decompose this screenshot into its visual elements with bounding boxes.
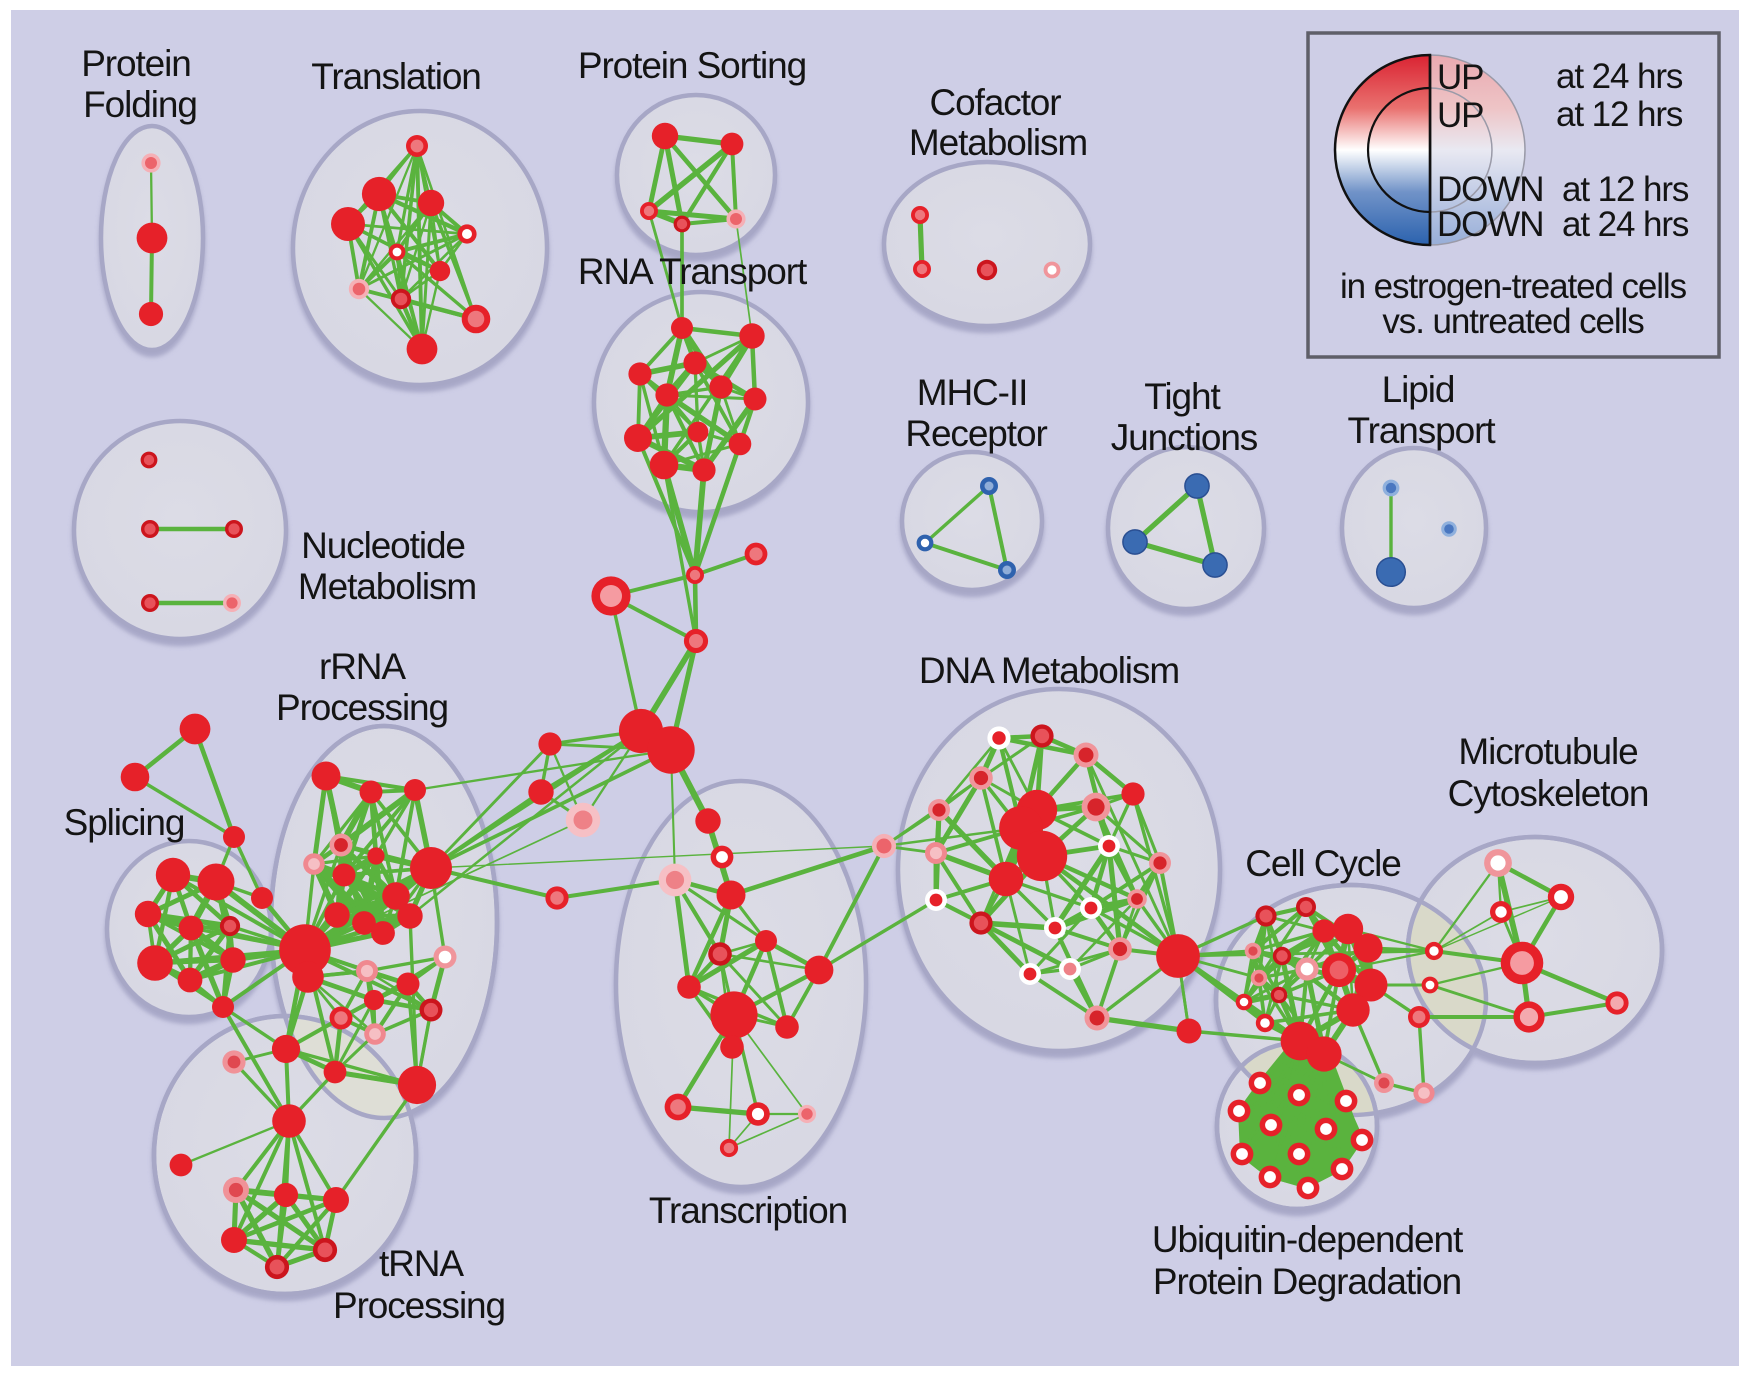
svg-text:Nucleotide: Nucleotide [301,525,465,566]
svg-text:Cofactor: Cofactor [929,82,1061,123]
svg-text:Junctions: Junctions [1111,417,1258,458]
svg-text:Processing: Processing [333,1285,505,1326]
svg-text:DOWN: DOWN [1437,205,1543,244]
svg-text:DOWN: DOWN [1437,170,1543,209]
svg-text:Folding: Folding [83,84,197,125]
svg-text:at 12 hrs: at 12 hrs [1556,95,1683,134]
svg-text:Protein Degradation: Protein Degradation [1153,1261,1461,1302]
svg-text:rRNA: rRNA [319,646,406,687]
svg-text:Protein: Protein [81,43,191,84]
svg-text:Translation: Translation [311,56,481,97]
svg-text:tRNA: tRNA [379,1243,464,1284]
svg-text:at 24 hrs: at 24 hrs [1556,57,1683,96]
svg-text:Cytoskeleton: Cytoskeleton [1448,773,1649,814]
svg-text:RNA Transport: RNA Transport [578,251,808,292]
svg-text:UP: UP [1437,58,1483,97]
svg-text:Ubiquitin-dependent: Ubiquitin-dependent [1152,1219,1464,1260]
svg-text:Protein Sorting: Protein Sorting [578,45,806,86]
svg-text:Microtubule: Microtubule [1458,731,1637,772]
svg-text:Splicing: Splicing [64,802,185,843]
svg-text:Metabolism: Metabolism [298,566,476,607]
svg-text:DNA Metabolism: DNA Metabolism [919,650,1179,691]
svg-text:at 12 hrs: at 12 hrs [1562,170,1689,209]
svg-text:in estrogen-treated cells: in estrogen-treated cells [1340,267,1687,306]
svg-text:Transport: Transport [1347,410,1496,451]
svg-text:Tight: Tight [1144,376,1221,417]
svg-text:UP: UP [1437,96,1483,135]
svg-text:Receptor: Receptor [905,413,1047,454]
svg-text:Transcription: Transcription [649,1190,847,1231]
svg-text:Cell Cycle: Cell Cycle [1245,843,1401,884]
svg-text:vs. untreated cells: vs. untreated cells [1382,302,1644,341]
svg-text:Metabolism: Metabolism [909,122,1087,163]
svg-text:MHC-II: MHC-II [917,372,1028,413]
svg-text:Lipid: Lipid [1382,369,1455,410]
svg-text:Processing: Processing [276,687,448,728]
svg-text:at 24 hrs: at 24 hrs [1562,205,1689,244]
